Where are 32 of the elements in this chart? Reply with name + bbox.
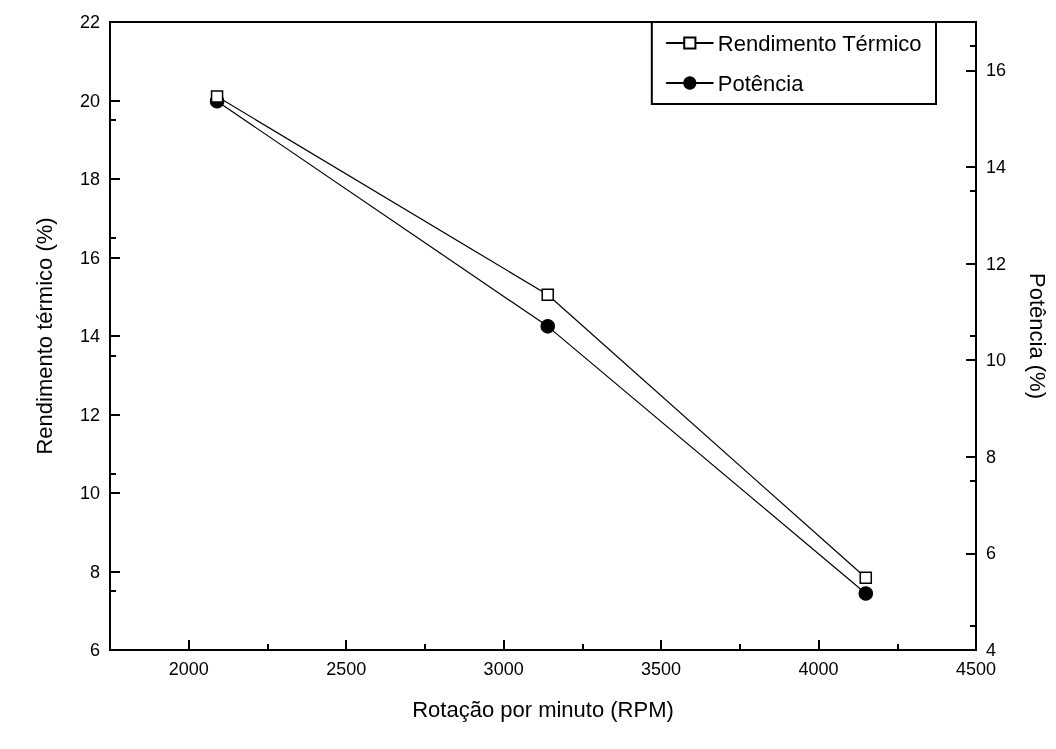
legend-label: Potência	[717, 70, 805, 96]
x-tick-label: 4500	[955, 659, 997, 679]
y2-tick-label: 10	[986, 350, 1007, 371]
legend-label: Rendimento Térmico	[717, 30, 922, 56]
y-tick-label: 12	[79, 404, 100, 425]
x-tick-label: 2500	[326, 659, 367, 679]
point	[859, 571, 873, 585]
x-tick-label: 4000	[798, 659, 839, 679]
y2-axis-title: Potência (%)	[1024, 273, 1050, 399]
y2-tick-label: 12	[986, 253, 1007, 274]
y-tick-label: 20	[79, 90, 100, 111]
y-tick-label: 16	[79, 247, 100, 268]
point	[858, 586, 874, 601]
x-tick-label: 3000	[483, 659, 524, 679]
y2-tick-label: 16	[986, 60, 1007, 81]
y2-tick-label: 4	[986, 640, 997, 660]
y-tick-label: 6	[89, 640, 100, 660]
x-axis-title: Rotação por minuto (RPM)	[412, 696, 674, 722]
y-axis-title: Rendimento térmico (%)	[31, 217, 57, 455]
point	[210, 90, 224, 103]
y-tick-label: 10	[79, 483, 100, 503]
y-tick-label: 22	[79, 12, 100, 32]
point	[540, 319, 555, 334]
y-tick-label: 18	[79, 169, 100, 189]
x-tick-label: 3500	[641, 659, 682, 679]
point	[541, 288, 554, 302]
y-tick-label: 14	[79, 326, 100, 346]
x-tick-label: 2000	[168, 659, 209, 679]
y-tick-label: 8	[89, 561, 100, 582]
y2-tick-label: 6	[986, 543, 997, 564]
y2-tick-label: 14	[986, 156, 1007, 177]
y2-tick-label: 8	[986, 446, 997, 467]
